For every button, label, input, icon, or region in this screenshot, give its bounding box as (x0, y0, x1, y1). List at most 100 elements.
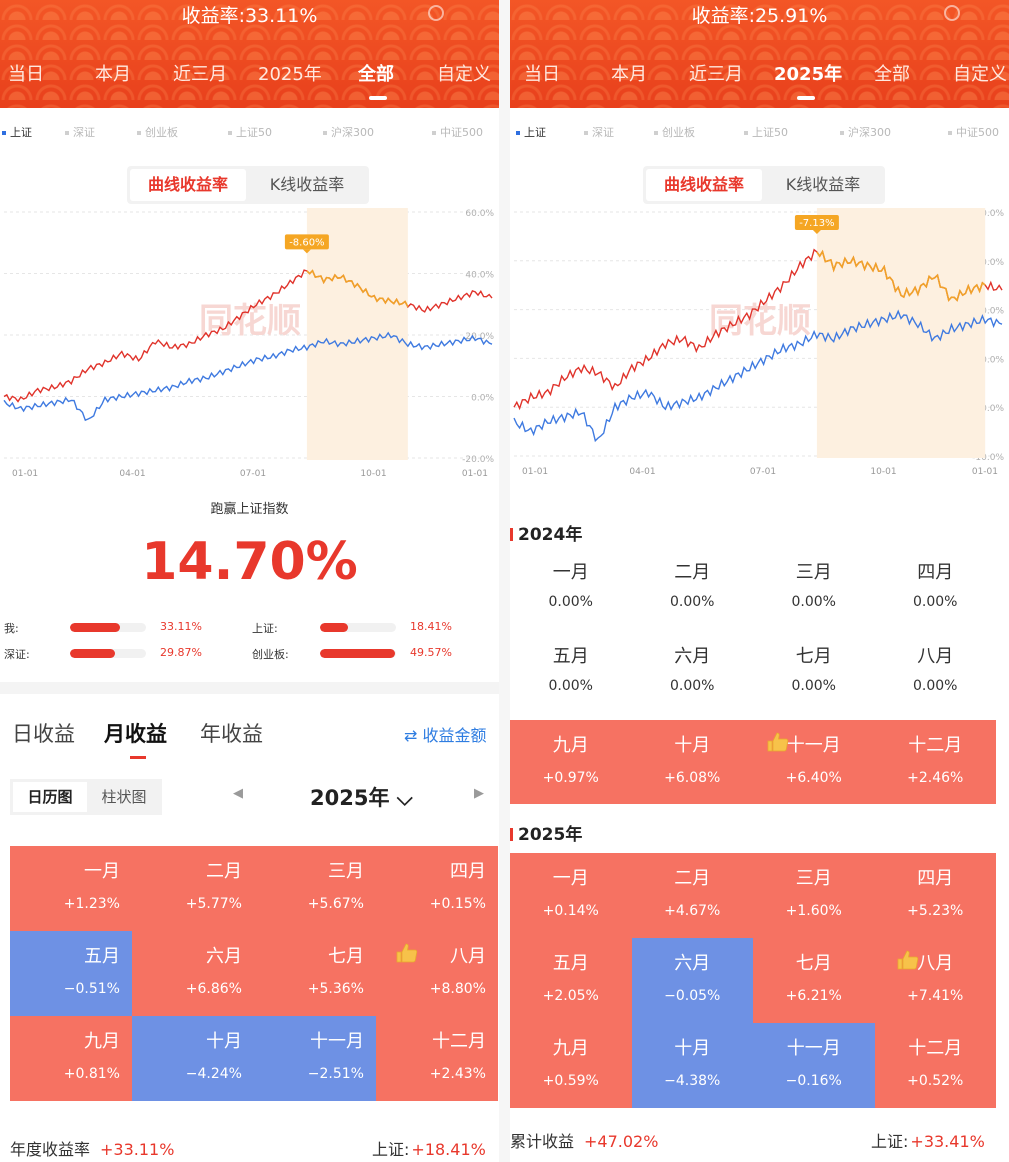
tab-custom[interactable]: 自定义 (437, 64, 491, 85)
month-name: 四月 (450, 861, 486, 882)
month-cell[interactable]: 三月 +5.67% (254, 846, 376, 931)
next-year-icon[interactable]: ▶ (474, 786, 484, 801)
tab-kline-return[interactable]: K线收益率 (785, 175, 861, 194)
month-name: 八月 (917, 646, 954, 667)
month-cell[interactable]: 十二月 +2.46% (874, 720, 996, 804)
month-cell[interactable]: 九月 +0.97% (510, 720, 632, 804)
pk-val: 18.41% (410, 620, 452, 633)
month-name: 九月 (84, 1031, 120, 1052)
index-sse50[interactable]: 上证50 (228, 124, 272, 140)
pk-bar (70, 649, 146, 658)
header: 收益率:33.11% 当日 本月 近三月 2025年 全部 自定义 (0, 0, 499, 108)
tab-monthly-return[interactable]: 月收益 (104, 722, 167, 746)
month-cell[interactable]: 十二月 +2.43% (376, 1016, 498, 1101)
month-cell[interactable]: 十月 −4.24% (132, 1016, 254, 1101)
month-cell[interactable]: 十一月 −0.16% (753, 1023, 875, 1108)
tab-all[interactable]: 全部 (358, 64, 394, 85)
month-cell[interactable]: 八月 0.00% (874, 636, 996, 720)
refresh-icon[interactable] (944, 5, 960, 21)
month-name: 五月 (84, 946, 120, 967)
month-return: +2.05% (542, 988, 599, 1004)
footer-annual-return: 年度收益率 +33.11% (10, 1140, 175, 1159)
index-sse[interactable]: 上证 (516, 124, 546, 140)
month-return: +0.14% (542, 903, 599, 919)
month-cell[interactable]: 五月 −0.51% (10, 931, 132, 1016)
tab-all[interactable]: 全部 (874, 64, 910, 85)
index-csi300[interactable]: 沪深300 (840, 124, 891, 140)
thumbs-up-icon (396, 943, 418, 963)
prev-year-icon[interactable]: ◀ (233, 786, 243, 801)
x-tick-label: 10-01 (870, 467, 896, 477)
month-cell[interactable]: 六月 +6.86% (132, 931, 254, 1016)
x-tick-label: 04-01 (119, 469, 145, 479)
pk-bar-fill (70, 649, 116, 658)
month-name: 十一月 (786, 1038, 841, 1059)
refresh-icon[interactable] (428, 5, 444, 21)
tab-today[interactable]: 当日 (524, 64, 560, 85)
tab-year-2025[interactable]: 2025年 (258, 64, 322, 85)
index-szse[interactable]: 深证 (65, 124, 95, 140)
index-chinext[interactable]: 创业板 (137, 124, 178, 140)
month-cell[interactable]: 十一月 +6.40% (753, 720, 875, 804)
index-csi500[interactable]: 中证500 (432, 124, 483, 140)
tab-yearly-return[interactable]: 年收益 (200, 722, 263, 746)
tab-custom[interactable]: 自定义 (953, 64, 1007, 85)
return-amount-toggle[interactable]: ⇄ 收益金额 (404, 726, 487, 745)
month-cell[interactable]: 六月 −0.05% (631, 938, 753, 1023)
month-cell[interactable]: 五月 +2.05% (510, 938, 632, 1023)
index-csi500[interactable]: 中证500 (948, 124, 999, 140)
index-sse[interactable]: 上证 (2, 124, 32, 140)
month-name: 四月 (917, 868, 954, 889)
index-sse50[interactable]: 上证50 (744, 124, 788, 140)
year-selector[interactable]: 2025年 ⌵ (310, 786, 413, 810)
drawdown-label-pointer (302, 249, 311, 254)
month-cell[interactable]: 十一月 −2.51% (254, 1016, 376, 1101)
tab-bar-view[interactable]: 柱状图 (101, 788, 147, 806)
month-cell[interactable]: 二月 +5.77% (132, 846, 254, 931)
month-cell[interactable]: 四月 0.00% (874, 552, 996, 636)
month-cell[interactable]: 七月 +5.36% (254, 931, 376, 1016)
month-return: −0.05% (664, 988, 721, 1004)
month-cell[interactable]: 七月 0.00% (753, 636, 875, 720)
month-cell[interactable]: 三月 0.00% (753, 552, 875, 636)
month-cell[interactable]: 一月 +0.14% (510, 853, 632, 938)
month-return: +0.15% (429, 896, 486, 912)
month-cell[interactable]: 二月 0.00% (631, 552, 753, 636)
month-return: +2.46% (907, 770, 964, 786)
pk-val: 33.11% (160, 620, 202, 633)
month-cell[interactable]: 九月 +0.81% (10, 1016, 132, 1101)
index-csi300[interactable]: 沪深300 (323, 124, 374, 140)
tab-three-months[interactable]: 近三月 (689, 64, 743, 85)
month-cell[interactable]: 七月 +6.21% (753, 938, 875, 1023)
month-return: +2.43% (429, 1066, 486, 1082)
tab-calendar-view[interactable]: 日历图 (13, 782, 87, 812)
month-cell[interactable]: 一月 +1.23% (10, 846, 132, 931)
month-cell[interactable]: 六月 0.00% (631, 636, 753, 720)
month-name: 八月 (917, 953, 954, 974)
tab-today[interactable]: 当日 (8, 64, 44, 85)
month-cell[interactable]: 四月 +0.15% (376, 846, 498, 931)
month-cell[interactable]: 八月 +7.41% (874, 938, 996, 1023)
tab-year-2025[interactable]: 2025年 (774, 64, 843, 85)
tab-kline-return[interactable]: K线收益率 (269, 175, 345, 194)
tab-three-months[interactable]: 近三月 (173, 64, 227, 85)
tab-curve-return[interactable]: 曲线收益率 (646, 169, 762, 201)
index-chinext[interactable]: 创业板 (654, 124, 695, 140)
month-cell[interactable]: 十二月 +0.52% (874, 1023, 996, 1108)
month-cell[interactable]: 三月 +1.60% (753, 853, 875, 938)
month-cell[interactable]: 九月 +0.59% (510, 1023, 632, 1108)
month-cell[interactable]: 二月 +4.67% (631, 853, 753, 938)
month-cell[interactable]: 一月 0.00% (510, 552, 632, 636)
month-cell[interactable]: 十月 −4.38% (631, 1023, 753, 1108)
month-cell[interactable]: 五月 0.00% (510, 636, 632, 720)
month-cell[interactable]: 十月 +6.08% (631, 720, 753, 804)
index-szse[interactable]: 深证 (584, 124, 614, 140)
month-return: 0.00% (791, 594, 836, 610)
tab-daily-return[interactable]: 日收益 (12, 722, 75, 746)
tab-curve-return[interactable]: 曲线收益率 (130, 169, 246, 201)
pk-bar (70, 623, 146, 632)
tab-this-month[interactable]: 本月 (95, 64, 131, 85)
tab-this-month[interactable]: 本月 (611, 64, 647, 85)
month-cell[interactable]: 四月 +5.23% (874, 853, 996, 938)
month-cell[interactable]: 八月 +8.80% (376, 931, 498, 1016)
